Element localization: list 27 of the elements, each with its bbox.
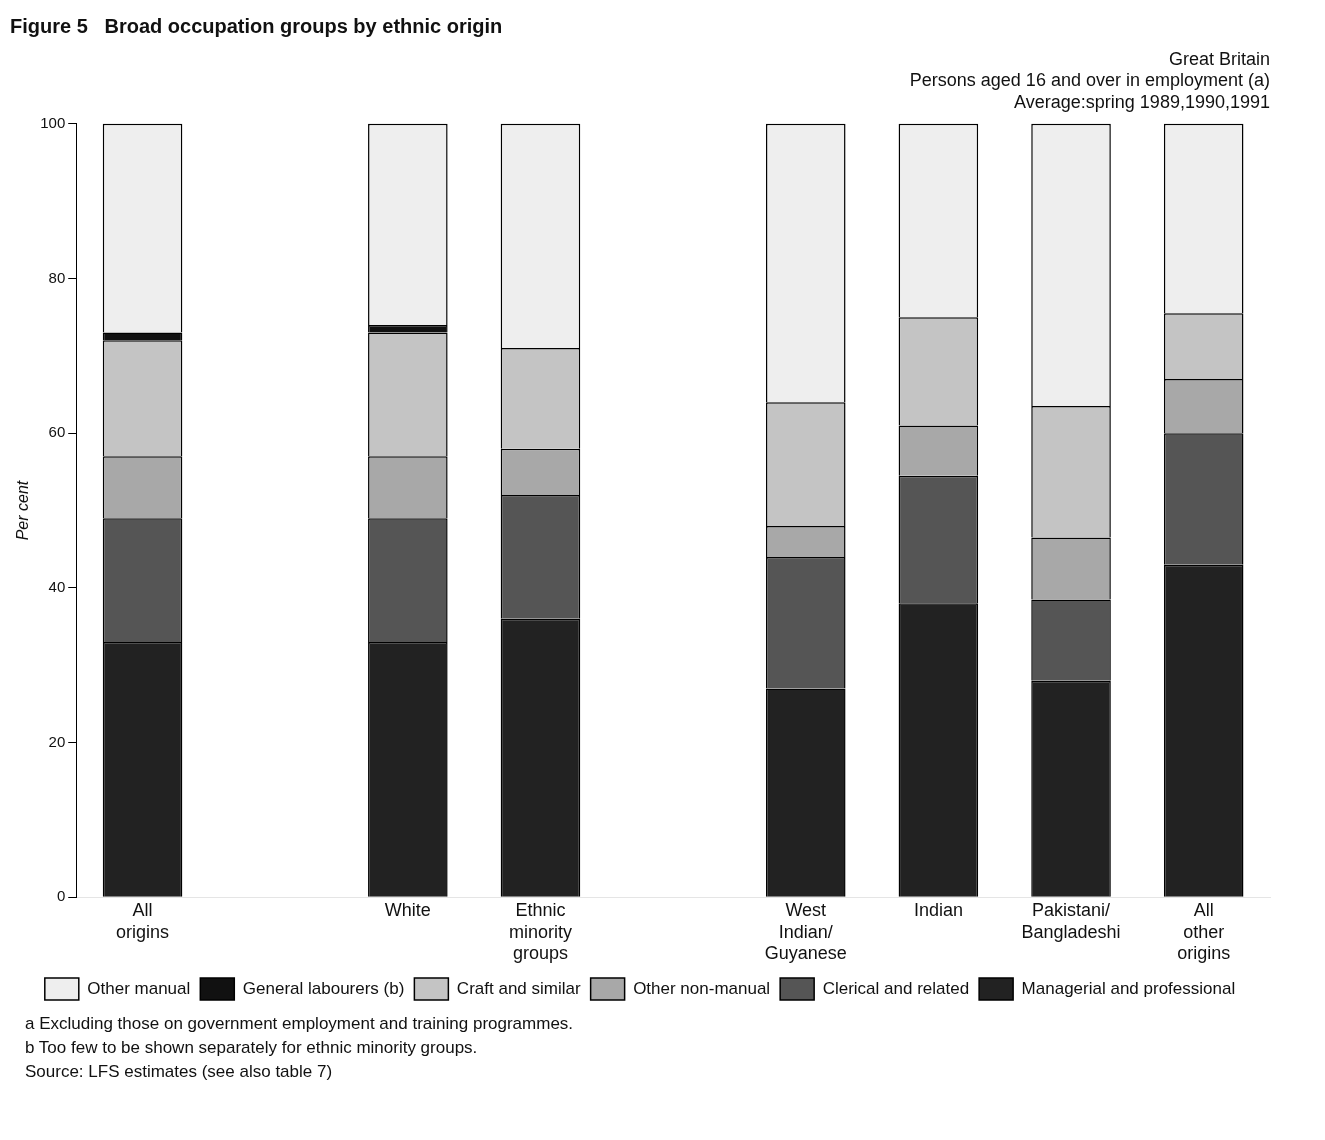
text: Average:spring 1989,1990,1991 (1014, 91, 1270, 112)
text: b Too few to be shown separately for ethnic minority groups. (25, 1038, 479, 1058)
x-tick-label: All other origins (1177, 899, 1231, 964)
y-tick-label: 40 (48, 577, 66, 595)
legend-label: Craft and similar (456, 978, 581, 998)
y-tick-label: 0 (56, 887, 66, 905)
legend-label: Other non-manual (633, 978, 771, 998)
x-tick-label: West Indian/ Guyanese (764, 899, 847, 964)
x-tick-label: Pakistani/ Bangladeshi (1021, 899, 1121, 942)
x-tick-label: All origins (116, 899, 170, 942)
y-tick-label: 100 (40, 113, 66, 131)
legend-label: Managerial and professional (1021, 978, 1236, 998)
source-note: Source: LFS estimates (see also table 7) (25, 1062, 334, 1082)
legend-label: General labourers (b) (242, 978, 405, 998)
chart-title: Figure 5 Broad occupation groups by ethnic origin (10, 14, 503, 37)
y-tick-label: 60 (48, 423, 66, 441)
y-axis-title: Per cent (14, 480, 32, 541)
legend-label: Other manual (87, 978, 191, 998)
text: Persons aged 16 and over in employment (a) (909, 70, 1270, 91)
y-tick-label: 20 (48, 732, 66, 750)
x-tick-label: Indian (913, 899, 963, 920)
y-tick-label: 80 (48, 268, 66, 286)
x-tick-label: White (384, 899, 431, 920)
legend-label: Clerical and related (822, 978, 970, 998)
text: Great Britain (1168, 48, 1270, 69)
x-tick-label: Ethnic minority groups (508, 899, 572, 964)
text: a Excluding those on government employment and training programmes. (25, 1014, 575, 1034)
